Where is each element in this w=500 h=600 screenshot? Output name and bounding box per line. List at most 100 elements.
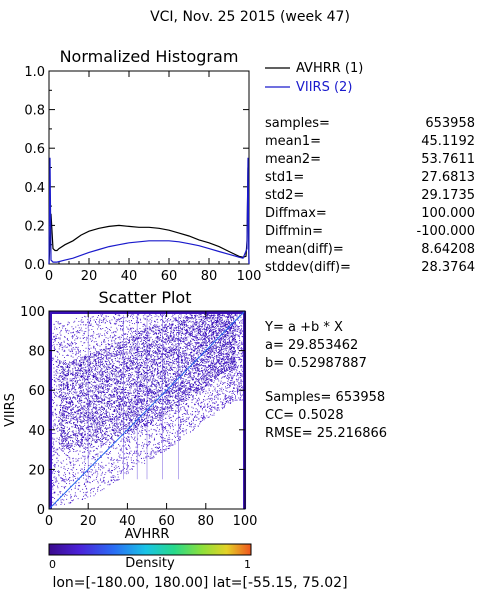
scatter-point <box>164 427 166 428</box>
scatter-point <box>93 421 95 423</box>
scatter-point <box>122 468 124 470</box>
scatter-point <box>98 467 100 469</box>
scatter-point <box>188 318 190 320</box>
scatter-point <box>204 406 206 408</box>
scatter-point <box>196 389 198 391</box>
scatter-point <box>83 484 85 485</box>
scatter-point <box>103 443 105 445</box>
scatter-point <box>104 341 106 343</box>
scatter-point <box>64 468 66 470</box>
scatter-point <box>158 349 160 351</box>
scatter-point <box>213 414 215 416</box>
scatter-point <box>125 447 127 449</box>
scatter-point <box>211 329 213 331</box>
scatter-point <box>198 397 200 399</box>
scatter-point <box>184 421 186 423</box>
scatter-point <box>71 326 73 328</box>
scatter-point <box>61 384 63 386</box>
scatter-point <box>177 324 179 326</box>
scatter-point <box>60 402 62 404</box>
scatter-point <box>64 452 65 454</box>
scatter-point <box>126 427 128 429</box>
scatter-point <box>201 405 202 407</box>
scatter-point <box>74 348 76 350</box>
scatter-point <box>226 398 228 399</box>
scatter-point <box>143 339 145 341</box>
scatter-point <box>199 399 200 401</box>
scatter-point <box>139 402 140 404</box>
scatter-point <box>170 442 172 444</box>
scatter-point <box>221 319 223 321</box>
scatter-point <box>233 359 235 360</box>
scatter-point <box>155 423 156 425</box>
scatter-point <box>62 441 64 442</box>
scatter-point <box>97 333 99 335</box>
scatter-point <box>203 335 205 337</box>
scatter-point <box>134 347 136 349</box>
scatter-point <box>82 374 84 376</box>
scatter-point <box>62 427 63 429</box>
scatter-point <box>193 349 195 351</box>
scatter-point <box>202 387 204 389</box>
scatter-point <box>202 412 204 414</box>
scatter-point <box>82 436 84 438</box>
scatter-point <box>219 326 221 328</box>
scatter-point <box>129 387 131 389</box>
scatter-point <box>98 326 100 328</box>
scatter-point <box>113 459 115 460</box>
scatter-point <box>54 349 56 350</box>
scatter-point <box>118 375 120 377</box>
scatter-point <box>172 330 174 332</box>
scatter-point <box>241 387 243 389</box>
scatter-point <box>122 335 124 336</box>
scatter-point <box>103 476 105 478</box>
scatter-point <box>67 394 69 396</box>
scatter-point <box>60 477 61 479</box>
scatter-point <box>152 367 154 369</box>
scatter-point <box>161 429 163 431</box>
scatter-point <box>183 418 184 420</box>
scatter-point <box>189 345 191 347</box>
scatter-point <box>219 363 221 365</box>
scatter-point <box>111 332 113 334</box>
scatter-point <box>84 451 86 453</box>
scatter-point <box>231 315 233 317</box>
scatter-point <box>230 358 231 360</box>
scatter-point <box>169 417 171 419</box>
scatter-point <box>97 324 99 326</box>
scatter-point <box>212 398 214 400</box>
scatter-point <box>86 336 88 338</box>
scatter-point <box>144 430 146 431</box>
scatter-point <box>140 431 142 433</box>
scatter-point <box>51 472 53 474</box>
scatter-point <box>77 338 78 340</box>
scatter-point <box>240 355 242 357</box>
scatter-point <box>213 358 215 360</box>
scatter-point <box>132 407 134 409</box>
scatter-point <box>96 389 98 391</box>
scatter-point <box>70 410 72 411</box>
scatter-point <box>166 383 168 385</box>
scatter-point <box>71 399 73 401</box>
scatter-point <box>219 393 221 395</box>
scatter-point <box>55 481 57 483</box>
scatter-point <box>147 355 149 357</box>
scatter-point <box>233 383 235 385</box>
scatter-point <box>70 496 72 498</box>
scatter-point <box>83 470 85 472</box>
scatter-point <box>174 353 176 355</box>
scatter-point <box>210 385 212 387</box>
scatter-point <box>74 392 76 394</box>
scatter-point <box>198 325 200 327</box>
scatter-point <box>226 370 227 372</box>
scatter-point <box>112 470 113 471</box>
scatter-point <box>149 318 151 320</box>
scatter-point <box>232 360 234 362</box>
stat-label: Diffmax= <box>265 206 327 221</box>
scatter-point <box>60 322 62 324</box>
scatter-point <box>71 364 73 365</box>
scatter-point <box>93 446 95 447</box>
scatter-point <box>185 429 187 430</box>
scatter-point <box>206 379 208 381</box>
scatter-point <box>167 321 168 323</box>
